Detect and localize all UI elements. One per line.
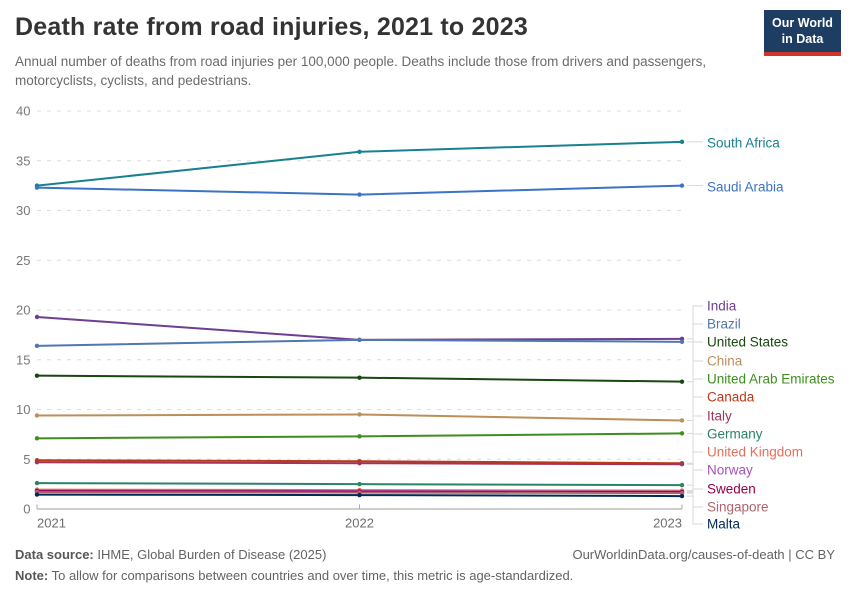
- series-label-sweden[interactable]: Sweden: [707, 482, 756, 497]
- series-point-saudi-arabia: [357, 192, 362, 197]
- series-point-united-arab-emirates: [34, 436, 40, 441]
- label-leader-line: [687, 378, 703, 434]
- series-point-malta: [34, 492, 40, 497]
- series-label-norway[interactable]: Norway: [707, 463, 753, 478]
- series-label-india[interactable]: India: [707, 299, 737, 314]
- series-point-united-states: [679, 379, 685, 384]
- series-point-india: [34, 314, 40, 320]
- series-label-united-kingdom[interactable]: United Kingdom: [707, 445, 803, 460]
- note-value: To allow for comparisons between countri…: [48, 568, 574, 583]
- series-point-saudi-arabia: [679, 183, 685, 188]
- series-point-germany: [34, 480, 40, 486]
- label-leader-line: [687, 488, 703, 493]
- series-label-italy[interactable]: Italy: [707, 409, 732, 424]
- y-tick-label: 10: [16, 402, 30, 417]
- series-label-germany[interactable]: Germany: [707, 427, 763, 442]
- data-source-value: IHME, Global Burden of Disease (2025): [93, 547, 327, 562]
- series-point-germany: [679, 482, 685, 488]
- series-label-brazil[interactable]: Brazil: [707, 317, 741, 332]
- series-point-south-africa: [357, 149, 362, 154]
- series-point-malta: [679, 493, 685, 499]
- y-tick-label: 40: [16, 104, 30, 119]
- y-tick-label: 25: [16, 253, 30, 268]
- page-title: Death rate from road injuries, 2021 to 2…: [15, 13, 528, 41]
- label-leader-line: [687, 323, 703, 343]
- label-leader-line: [687, 433, 703, 486]
- series-point-united-states: [357, 375, 362, 380]
- label-leader-line: [687, 396, 703, 464]
- series-line-south-africa[interactable]: [36, 140, 683, 187]
- series-label-south-africa[interactable]: South Africa: [707, 136, 780, 151]
- series-point-china: [34, 413, 40, 418]
- series-point-china: [357, 412, 362, 417]
- series-label-saudi-arabia[interactable]: Saudi Arabia: [707, 180, 784, 195]
- y-tick-label: 20: [16, 303, 30, 318]
- series-point-malta: [357, 492, 362, 498]
- series-line-india[interactable]: [36, 315, 683, 341]
- y-tick-label: 5: [23, 452, 30, 467]
- label-leader-line: [687, 305, 703, 340]
- label-leader-line: [687, 469, 703, 493]
- label-leader-line: [687, 360, 703, 421]
- series-label-china[interactable]: China: [707, 354, 743, 369]
- x-tick-label: 2022: [345, 516, 374, 531]
- x-tick-label: 2023: [653, 516, 682, 531]
- series-point-south-africa: [679, 139, 685, 145]
- owid-logo-line1: Our World: [772, 16, 833, 30]
- series-point-brazil: [679, 339, 685, 345]
- series-point-italy: [679, 462, 685, 467]
- series-label-singapore[interactable]: Singapore: [707, 500, 769, 515]
- chart-subtitle: Annual number of deaths from road injuri…: [15, 54, 707, 88]
- data-source-label: Data source:: [15, 547, 94, 562]
- series-label-malta[interactable]: Malta: [707, 517, 741, 532]
- series-point-italy: [34, 460, 40, 465]
- y-tick-label: 15: [16, 352, 30, 367]
- owid-logo-line2: in Data: [781, 31, 824, 46]
- x-tick-label: 2021: [37, 516, 66, 531]
- data-source-line: Data source: IHME, Global Burden of Dise…: [15, 547, 326, 562]
- note-line: Note: To allow for comparisons between c…: [15, 568, 573, 583]
- series-label-canada[interactable]: Canada: [707, 390, 755, 405]
- y-tick-label: 30: [16, 203, 30, 218]
- note-label: Note:: [15, 568, 49, 583]
- owid-logo[interactable]: Our World in Data: [764, 10, 841, 57]
- y-tick-label: 0: [23, 502, 30, 517]
- series-point-italy: [357, 461, 362, 466]
- label-leader-line: [687, 415, 703, 465]
- series-point-united-arab-emirates: [357, 434, 362, 439]
- label-leader-line: [687, 492, 703, 508]
- series-point-china: [679, 418, 685, 423]
- series-point-united-states: [34, 373, 40, 378]
- series-point-brazil: [357, 337, 362, 343]
- owid-url-link[interactable]: OurWorldinData.org/causes-of-death | CC …: [572, 547, 835, 562]
- label-leader-line: [687, 495, 703, 525]
- label-leader-line: [687, 341, 703, 383]
- series-point-united-arab-emirates: [679, 431, 685, 436]
- series-label-united-arab-emirates[interactable]: United Arab Emirates: [707, 372, 835, 387]
- series-label-united-states[interactable]: United States: [707, 335, 788, 350]
- series-point-brazil: [34, 343, 40, 349]
- series-point-germany: [357, 481, 362, 487]
- y-tick-label: 35: [16, 153, 30, 168]
- series-point-saudi-arabia: [34, 185, 40, 190]
